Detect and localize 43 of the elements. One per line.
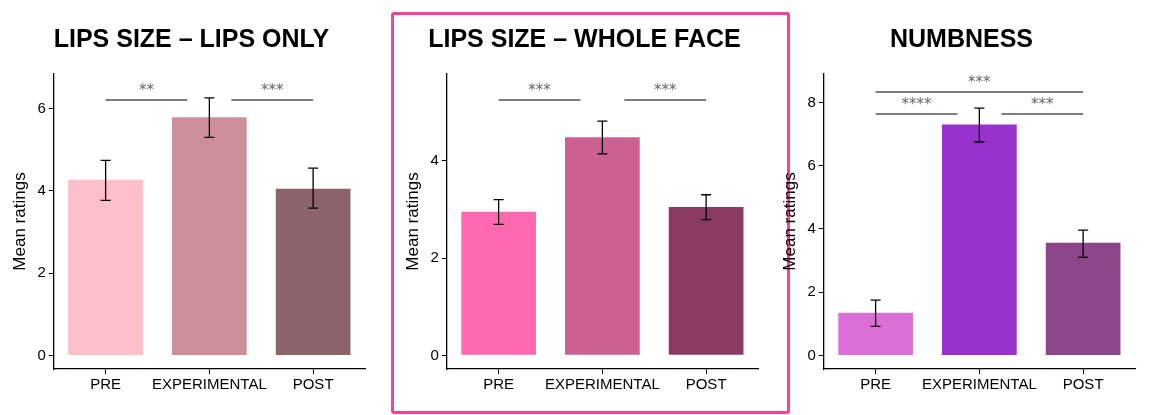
- y-tick-label: 4: [430, 150, 439, 168]
- chart-title: LIPS SIZE – WHOLE FACE: [427, 24, 742, 53]
- y-tick-label: 2: [37, 263, 46, 281]
- bar: [68, 179, 143, 355]
- bar: [275, 188, 351, 355]
- bar: [461, 211, 536, 355]
- chart-title: LIPS SIZE – LIPS ONLY: [52, 24, 331, 53]
- bar: [668, 206, 744, 355]
- bar: [942, 124, 1017, 355]
- x-tick-label: PRE: [483, 375, 515, 393]
- x-tick-label: POST: [1062, 375, 1104, 393]
- annotation: ***: [1031, 95, 1054, 114]
- annotation: ***: [528, 81, 552, 100]
- y-axis-title: Mean ratings: [779, 172, 799, 271]
- bar: [1045, 242, 1121, 355]
- y-axis-title: Mean ratings: [9, 172, 29, 271]
- chart-title: NUMBNESS: [888, 24, 1035, 53]
- annotation: ****: [901, 95, 932, 114]
- x-tick-label: EXPERIMENTAL: [922, 375, 1037, 393]
- annotation: ***: [654, 81, 677, 100]
- x-tick-label: EXPERIMENTAL: [152, 375, 267, 393]
- bar: [172, 117, 247, 355]
- bar: [565, 137, 640, 355]
- y-tick-label: 0: [430, 345, 439, 363]
- x-tick-label: EXPERIMENTAL: [545, 375, 660, 393]
- y-tick-label: 6: [807, 155, 816, 173]
- x-tick-label: PRE: [860, 375, 892, 393]
- y-tick-label: 0: [807, 345, 816, 363]
- annotation: ***: [968, 73, 992, 92]
- x-tick-label: POST: [292, 375, 334, 393]
- y-tick-label: 0: [37, 345, 46, 363]
- y-tick-label: 8: [807, 92, 816, 110]
- y-tick-label: 4: [37, 180, 46, 198]
- y-tick-label: 4: [807, 219, 816, 237]
- bar: [838, 312, 913, 355]
- x-tick-label: PRE: [90, 375, 122, 393]
- y-tick-label: 6: [37, 98, 46, 116]
- x-tick-label: POST: [685, 375, 727, 393]
- y-tick-label: 2: [807, 282, 816, 300]
- y-tick-label: 2: [430, 248, 439, 266]
- y-axis-title: Mean ratings: [402, 172, 422, 271]
- annotation: ***: [261, 81, 284, 100]
- annotation: **: [138, 81, 155, 100]
